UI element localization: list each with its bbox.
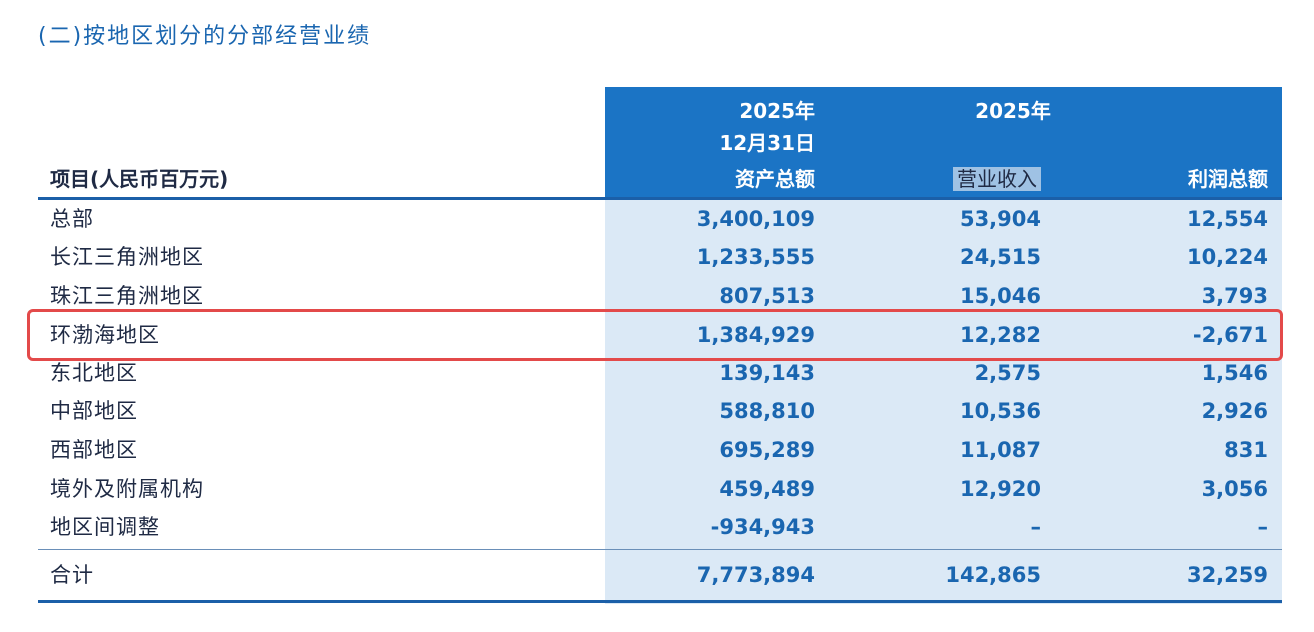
revenue-cell: 53,904 — [959, 207, 1041, 231]
table-row: 地区间调整 -934,943 – – — [38, 508, 1282, 546]
row-label: 珠江三角洲地区 — [50, 284, 204, 308]
table-row: 境外及附属机构 459,489 12,920 3,056 — [38, 470, 1282, 508]
revenue-cell: 12,920 — [959, 477, 1041, 501]
profit-cell: -2,671 — [1192, 323, 1268, 347]
assets-cell: -934,943 — [710, 515, 815, 539]
row-label: 总部 — [50, 207, 94, 231]
profit-cell: 1,546 — [1201, 361, 1268, 385]
data-band — [605, 197, 1282, 604]
revenue-cell: 15,046 — [959, 284, 1041, 308]
row-label: 东北地区 — [50, 361, 138, 385]
profit-cell: 831 — [1224, 438, 1268, 462]
highlight-box-bohai-row — [27, 309, 1283, 361]
revenue-cell: 12,282 — [959, 323, 1041, 347]
revenue-cell: 11,087 — [959, 438, 1041, 462]
revenue-header-highlight: 营业收入 — [953, 167, 1041, 191]
assets-cell: 807,513 — [719, 284, 815, 308]
table-row: 珠江三角洲地区 807,513 15,046 3,793 — [38, 277, 1282, 315]
row-label: 境外及附属机构 — [50, 477, 204, 501]
assets-cell: 139,143 — [719, 361, 815, 385]
row-label: 中部地区 — [50, 399, 138, 423]
row-label: 环渤海地区 — [50, 323, 160, 347]
table-row: 西部地区 695,289 11,087 831 — [38, 431, 1282, 469]
assets-column-header: 资产总额 — [735, 167, 815, 191]
assets-cell: 1,384,929 — [696, 323, 815, 347]
header-rule — [38, 197, 1282, 200]
row-label: 地区间调整 — [50, 515, 160, 539]
assets-cell: 1,233,555 — [696, 245, 815, 269]
table-row: 长江三角洲地区 1,233,555 24,515 10,224 — [38, 238, 1282, 276]
total-row: 合计 7,773,894 142,865 32,259 — [38, 556, 1282, 594]
assets-cell: 588,810 — [719, 399, 815, 423]
profit-column-header: 利润总额 — [1188, 167, 1268, 191]
table-row: 东北地区 139,143 2,575 1,546 — [38, 354, 1282, 392]
revenue-column-header: 营业收入 — [841, 163, 1041, 192]
revenue-cell: 24,515 — [959, 245, 1041, 269]
row-label: 西部地区 — [50, 438, 138, 462]
revenue-cell: 10,536 — [959, 399, 1041, 423]
item-column-header: 项目(人民币百万元) — [50, 167, 229, 191]
total-label: 合计 — [50, 563, 94, 587]
assets-cell: 3,400,109 — [696, 207, 815, 231]
total-profit-cell: 32,259 — [1186, 563, 1268, 587]
assets-year-header: 2025年 — [739, 99, 815, 123]
bottom-rule — [38, 600, 1282, 603]
profit-cell: 12,554 — [1186, 207, 1268, 231]
header-band — [605, 87, 1282, 197]
table-row: 环渤海地区 1,384,929 12,282 -2,671 — [38, 316, 1282, 354]
revenue-cell: 2,575 — [974, 361, 1041, 385]
assets-cell: 459,489 — [719, 477, 815, 501]
assets-date-header: 12月31日 — [719, 131, 815, 155]
profit-cell: 3,793 — [1201, 284, 1268, 308]
row-label: 长江三角洲地区 — [50, 245, 204, 269]
total-assets-cell: 7,773,894 — [696, 563, 815, 587]
revenue-profit-year-header: 2025年 — [975, 99, 1051, 123]
total-divider — [38, 549, 1282, 550]
table-row: 中部地区 588,810 10,536 2,926 — [38, 392, 1282, 430]
assets-cell: 695,289 — [719, 438, 815, 462]
page-title: (二)按地区划分的分部经营业绩 — [38, 24, 372, 49]
table-row: 总部 3,400,109 53,904 12,554 — [38, 200, 1282, 238]
profit-cell: – — [1257, 515, 1269, 539]
profit-cell: 2,926 — [1201, 399, 1268, 423]
profit-cell: 10,224 — [1186, 245, 1268, 269]
total-revenue-cell: 142,865 — [945, 563, 1041, 587]
revenue-cell: – — [1030, 515, 1042, 539]
profit-cell: 3,056 — [1201, 477, 1268, 501]
